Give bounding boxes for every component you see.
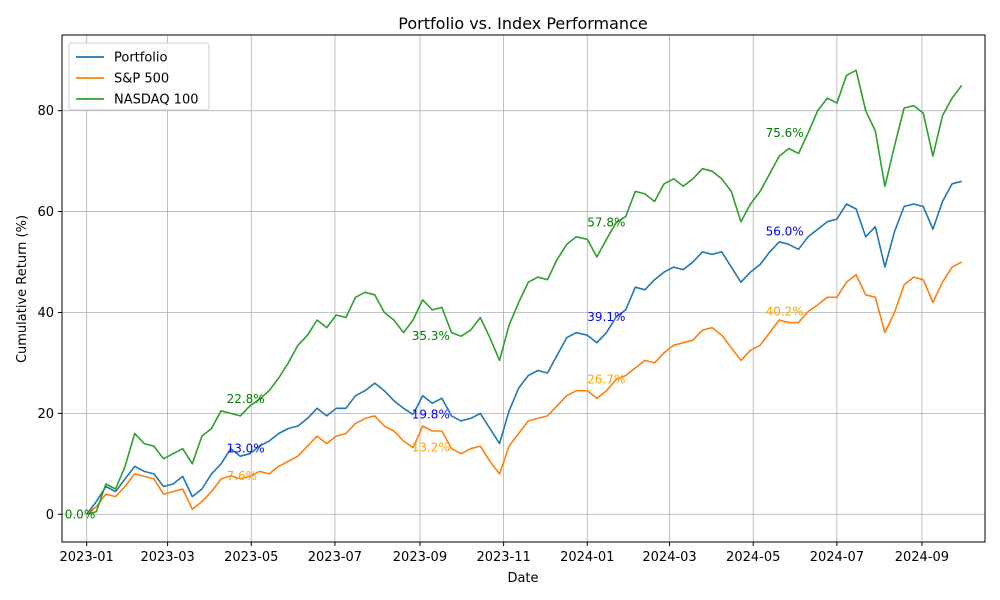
y-tick-label: 40 xyxy=(37,306,54,321)
x-tick-label: 2024-07 xyxy=(810,550,864,565)
x-tick-label: 2023-03 xyxy=(140,550,194,565)
legend-label: S&P 500 xyxy=(114,72,169,87)
x-tick-label: 2023-09 xyxy=(393,550,447,565)
annotation-label: 75.6% xyxy=(766,126,804,140)
y-tick-label: 20 xyxy=(37,407,54,422)
annotation-label: 13.0% xyxy=(227,442,265,456)
x-tick-label: 2023-11 xyxy=(476,550,530,565)
axes: 2023-01 2023-03 2023-05 2023-07 2023-09 2023-… xyxy=(37,104,949,565)
series-line-nasdaq-100 xyxy=(86,69,963,516)
x-tick-label: 2023-05 xyxy=(224,550,278,565)
annotation-label: 7.6% xyxy=(227,469,258,483)
chart-title: Portfolio vs. Index Performance xyxy=(398,14,647,33)
annotation-label: 35.3% xyxy=(412,329,450,343)
annotation-label: 0.0% xyxy=(65,507,96,521)
legend: Portfolio S&P 500 NASDAQ 100 xyxy=(68,42,210,111)
series-lines xyxy=(86,69,963,516)
x-tick-label: 2024-05 xyxy=(726,550,780,565)
x-tick-label: 2024-09 xyxy=(895,550,949,565)
series-line-portfolio xyxy=(86,180,962,515)
annotation-label: 22.8% xyxy=(227,392,265,406)
x-tick-label: 2024-03 xyxy=(642,550,696,565)
x-tick-label: 2024-01 xyxy=(560,550,614,565)
grid xyxy=(62,35,985,542)
y-tick-label: 60 xyxy=(37,205,54,220)
y-tick-label: 0 xyxy=(46,508,54,523)
annotation-label: 39.1% xyxy=(587,310,625,324)
annotation-label: 19.8% xyxy=(412,407,450,421)
annotation-label: 13.2% xyxy=(412,441,450,455)
series-line-s-p-500 xyxy=(86,261,963,515)
annotation-label: 26.7% xyxy=(587,373,625,387)
annotation-label: 57.8% xyxy=(587,216,625,230)
annotation-label: 56.0% xyxy=(766,225,804,239)
x-tick-label: 2023-07 xyxy=(308,550,362,565)
annotation-label: 40.2% xyxy=(766,304,804,318)
plot-area-frame xyxy=(61,34,986,543)
x-tick-label: 2023-01 xyxy=(60,550,114,565)
data-annotations: 0.0% 22.8% 13.0% 7.6% 35.3% 19.8% 13.2% 57.8% 39… xyxy=(65,126,804,521)
x-axis-title: Date xyxy=(507,571,538,586)
legend-label: NASDAQ 100 xyxy=(114,93,199,108)
legend-label: Portfolio xyxy=(114,51,168,66)
y-axis-title: Cumulative Return (%) xyxy=(15,215,30,363)
legend-box xyxy=(68,42,210,111)
y-tick-label: 80 xyxy=(37,104,54,119)
